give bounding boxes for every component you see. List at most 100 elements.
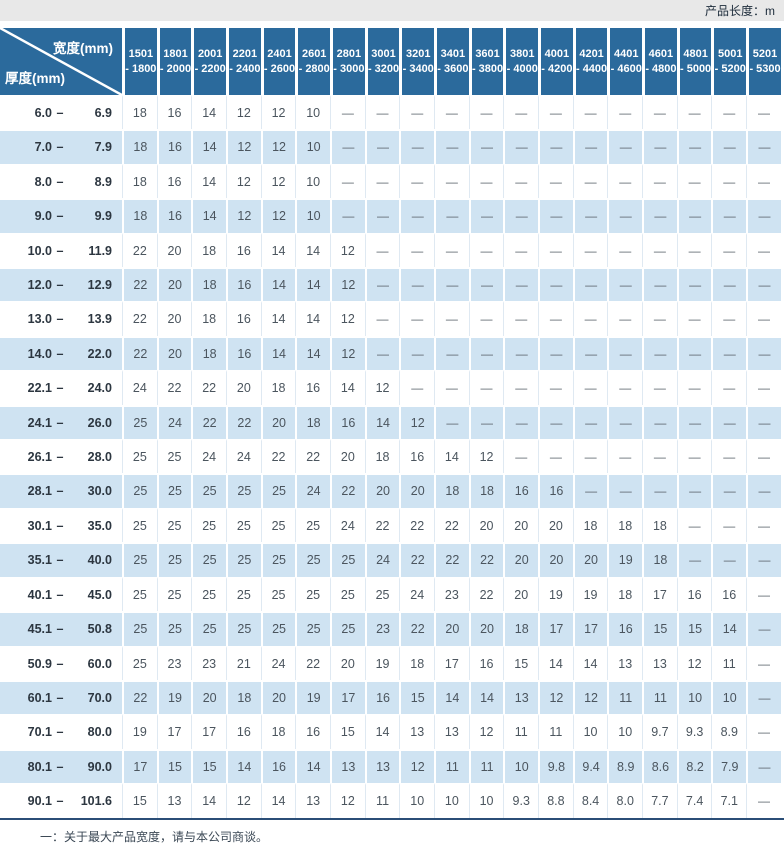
cell-max-length: 25 <box>191 576 227 612</box>
cell-not-available: — <box>676 198 712 233</box>
cell-max-length: 22 <box>122 232 157 268</box>
cell-not-available: — <box>642 198 677 233</box>
cell-not-available: — <box>676 301 712 336</box>
cell-max-length: 20 <box>434 611 469 646</box>
cell-max-length: 20 <box>468 611 504 646</box>
cell-max-length: 14 <box>260 335 296 371</box>
cell-not-available: — <box>711 232 747 268</box>
cell-max-length: 14 <box>434 439 469 474</box>
cell-max-length: 14 <box>260 232 296 268</box>
cell-not-available: — <box>468 370 504 405</box>
cell-max-length: 25 <box>156 542 192 577</box>
cell-max-length: 22 <box>434 542 469 577</box>
row-header-thickness-range: 26.1–28.0 <box>0 439 122 474</box>
cell-max-length: 18 <box>642 542 677 577</box>
cell-not-available: — <box>607 439 643 474</box>
cell-max-length: 14 <box>330 370 365 405</box>
cell-not-available: — <box>711 198 747 233</box>
cell-max-length: 23 <box>364 611 400 646</box>
cell-max-length: 14 <box>364 714 400 749</box>
cell-max-length: 11 <box>364 783 400 818</box>
cell-not-available: — <box>607 404 643 440</box>
cell-not-available: — <box>503 198 539 233</box>
cell-max-length: 16 <box>330 404 365 440</box>
cell-max-length: 16 <box>711 576 747 612</box>
cell-max-length: 18 <box>260 714 296 749</box>
cell-max-length: 18 <box>572 507 608 543</box>
cell-max-length: 22 <box>122 301 157 336</box>
cell-not-available: — <box>538 439 573 474</box>
cell-not-available: — <box>434 163 469 199</box>
cell-not-available: — <box>746 507 781 543</box>
cell-max-length: 22 <box>122 679 157 715</box>
column-header-width-range: 2201- 2400 <box>226 28 261 95</box>
cell-not-available: — <box>364 129 400 164</box>
column-header-width-range: 5001- 5200 <box>711 28 747 95</box>
cell-not-available: — <box>607 198 643 233</box>
cell-not-available: — <box>538 95 573 130</box>
cell-max-length: 22 <box>191 404 227 440</box>
diagonal-divider-line <box>0 28 122 95</box>
cell-max-length: 20 <box>260 404 296 440</box>
cell-not-available: — <box>746 611 781 646</box>
cell-max-length: 24 <box>330 507 365 543</box>
cell-max-length: 17 <box>642 576 677 612</box>
cell-not-available: — <box>503 439 539 474</box>
cell-max-length: 19 <box>364 645 400 680</box>
cell-max-length: 22 <box>156 370 192 405</box>
table-row: 90.1–101.6 15 13 14 12 14 13 12 11 10 10 10 9.3 8.8 8.… <box>0 783 781 818</box>
column-header-width-range: 4401- 4600 <box>607 28 643 95</box>
cell-not-available: — <box>607 129 643 164</box>
cell-max-length: 19 <box>607 542 643 577</box>
column-header-width-range: 2401- 2600 <box>260 28 296 95</box>
cell-not-available: — <box>468 163 504 199</box>
table-row: 35.1–40.0 25 25 25 25 25 25 25 24 22 22 22 20 20 20 19 1… <box>0 542 781 577</box>
cell-not-available: — <box>503 232 539 268</box>
cell-max-length: 21 <box>226 645 261 680</box>
cell-max-length: 18 <box>642 507 677 543</box>
cell-max-length: 14 <box>295 335 331 371</box>
cell-max-length: 24 <box>364 542 400 577</box>
cell-max-length: 8.9 <box>711 714 747 749</box>
cell-max-length: 12 <box>330 301 365 336</box>
cell-not-available: — <box>711 542 747 577</box>
cell-not-available: — <box>607 267 643 302</box>
cell-max-length: 25 <box>226 507 261 543</box>
cell-max-length: 17 <box>122 748 157 784</box>
cell-not-available: — <box>572 198 608 233</box>
cell-max-length: 22 <box>434 507 469 543</box>
cell-not-available: — <box>746 576 781 612</box>
cell-max-length: 25 <box>191 473 227 508</box>
table-row: 70.1–80.0 19 17 17 16 18 16 15 14 13 13 12 11 11 10 10 9… <box>0 714 781 749</box>
cell-max-length: 22 <box>191 370 227 405</box>
cell-not-available: — <box>572 129 608 164</box>
cell-max-length: 14 <box>295 748 331 784</box>
cell-max-length: 8.6 <box>642 748 677 784</box>
cell-max-length: 25 <box>330 542 365 577</box>
cell-not-available: — <box>607 95 643 130</box>
row-header-thickness-range: 70.1–80.0 <box>0 714 122 749</box>
cell-max-length: 25 <box>260 576 296 612</box>
table-header: 宽度(mm) 厚度(mm) 1501- 1800 1801- 2000 2001- … <box>0 28 781 95</box>
cell-max-length: 25 <box>330 611 365 646</box>
cell-max-length: 14 <box>468 679 504 715</box>
cell-not-available: — <box>607 232 643 268</box>
row-header-thickness-range: 80.1–90.0 <box>0 748 122 784</box>
table-row: 14.0–22.0 22 20 18 16 14 14 12— — — — — — — — — — — — <box>0 335 781 371</box>
cell-not-available: — <box>468 404 504 440</box>
cell-not-available: — <box>711 129 747 164</box>
cell-not-available: — <box>711 473 747 508</box>
cell-not-available: — <box>434 95 469 130</box>
column-header-width-range: 4801- 5000 <box>676 28 712 95</box>
row-header-thickness-range: 60.1–70.0 <box>0 679 122 715</box>
row-header-thickness-range: 35.1–40.0 <box>0 542 122 577</box>
cell-max-length: 24 <box>156 404 192 440</box>
cell-max-length: 12 <box>330 335 365 371</box>
cell-max-length: 14 <box>295 232 331 268</box>
cell-not-available: — <box>468 198 504 233</box>
cell-not-available: — <box>676 542 712 577</box>
row-header-thickness-range: 45.1–50.8 <box>0 611 122 646</box>
row-header-thickness-range: 8.0–8.9 <box>0 163 122 199</box>
cell-max-length: 12 <box>260 129 296 164</box>
cell-max-length: 8.2 <box>676 748 712 784</box>
